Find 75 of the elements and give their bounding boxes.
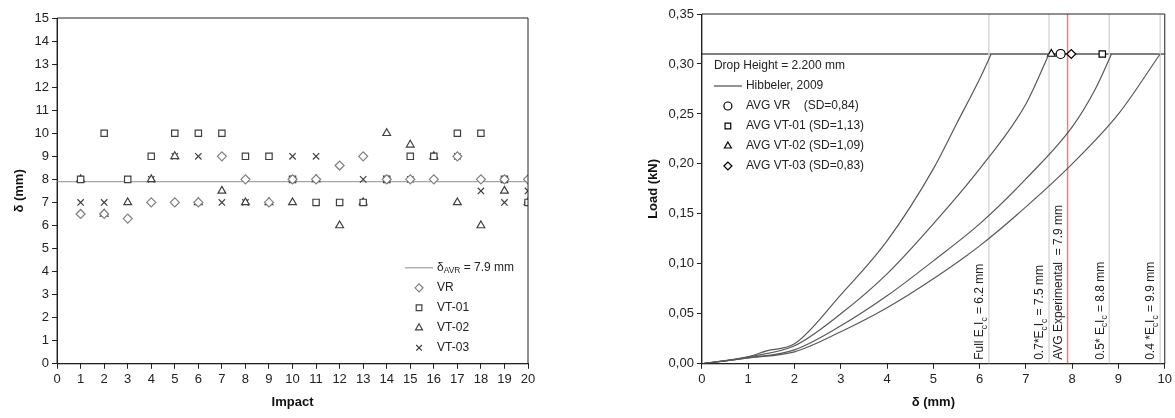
x-tick-label: 3	[124, 371, 132, 387]
y-tick-label: 0,30	[668, 55, 694, 71]
y-tick-label: 0,15	[668, 205, 694, 221]
y-tick-label: 0,20	[668, 155, 694, 171]
y-tick-label: 1	[41, 332, 50, 348]
x-tick-label: 17	[450, 371, 465, 387]
ref-line-label: 0.4 *EcIc = 9.9 mm	[1143, 261, 1161, 360]
x-tick-label: 3	[837, 371, 845, 387]
y-tick-label: 4	[41, 263, 50, 279]
y-tick-label: 5	[41, 240, 50, 256]
x-tick-label: 4	[883, 371, 891, 387]
y-tick-label: 0,05	[668, 305, 694, 321]
ref-line-label: 0.5* EcIc = 8.8 mm	[1092, 261, 1110, 360]
y-axis-title: Load (kN)	[645, 158, 661, 219]
x-tick-label: 1	[744, 371, 752, 387]
legend-label: AVG VR (SD=0,84)	[745, 98, 859, 113]
x-tick-label: 5	[929, 371, 937, 387]
ref-line-label: 0.7*EcIc = 7.5 mm	[1032, 265, 1050, 360]
y-tick-label: 0,35	[668, 5, 694, 21]
legend-label: Hibbeler, 2009	[745, 78, 824, 93]
x-tick-label: 16	[426, 371, 442, 387]
ref-line-label: Full EcIc = 6.2 mm	[972, 263, 990, 360]
y-tick-label: 14	[34, 32, 50, 48]
x-tick-label: 10	[285, 371, 300, 387]
x-tick-label: 0	[53, 371, 61, 387]
x-axis-title: Impact	[271, 393, 315, 409]
x-tick-label: 8	[1068, 371, 1076, 387]
y-tick-label: 0,10	[668, 255, 694, 271]
x-tick-label: 6	[976, 371, 984, 387]
legend-title: Drop Height = 2.200 mm	[713, 58, 845, 73]
x-tick-label: 18	[473, 371, 489, 387]
x-axis-title: δ (mm)	[911, 393, 955, 409]
legend-label: AVG VT-03 (SD=0,83)	[745, 158, 865, 173]
ref-line-label: AVG Experimental = 7.9 mm	[1050, 204, 1065, 360]
y-tick-label: 11	[35, 101, 50, 117]
legend-label: AVG VT-01 (SD=1,13)	[745, 118, 865, 133]
legend-label: AVG VT-02 (SD=1,09)	[745, 138, 865, 153]
legend-label: VR	[437, 280, 455, 295]
x-tick-label: 13	[355, 371, 371, 387]
x-tick-label: 12	[332, 371, 347, 387]
x-tick-label: 15	[403, 371, 418, 387]
x-tick-label: 9	[265, 371, 273, 387]
y-tick-label: 0,25	[668, 105, 694, 121]
x-tick-label: 9	[1114, 371, 1123, 387]
x-tick-label: 6	[194, 371, 202, 387]
y-tick-label: 15	[34, 9, 50, 25]
x-tick-label: 19	[497, 371, 512, 387]
legend-label: VT-02	[437, 320, 470, 335]
x-tick-label: 2	[100, 371, 108, 387]
legend-label: VT-01	[437, 300, 470, 315]
x-tick-label: 20	[520, 371, 536, 387]
x-tick-label: 0	[698, 371, 706, 387]
x-tick-label: 5	[171, 371, 179, 387]
x-tick-label: 7	[1022, 371, 1030, 387]
y-tick-label: 8	[41, 170, 50, 186]
y-tick-label: 3	[41, 286, 50, 302]
legend-label: VT-03	[437, 340, 470, 355]
x-tick-label: 7	[218, 371, 226, 387]
y-tick-label: 12	[34, 78, 50, 94]
y-tick-label: 13	[34, 55, 50, 71]
y-tick-label: 7	[41, 194, 50, 209]
y-tick-label: 0,00	[668, 355, 694, 371]
x-tick-label: 2	[790, 371, 799, 387]
y-tick-label: 0	[41, 355, 50, 371]
x-tick-label: 11	[309, 371, 323, 387]
x-tick-label: 14	[379, 371, 394, 387]
x-tick-label: 8	[241, 371, 250, 387]
y-tick-label: 10	[34, 124, 50, 140]
x-tick-label: 4	[147, 371, 155, 387]
y-axis-title: δ (mm)	[11, 169, 27, 213]
x-tick-label: 1	[76, 371, 85, 387]
x-tick-label: 10	[1157, 371, 1172, 387]
y-tick-label: 2	[41, 309, 50, 325]
y-tick-label: 9	[41, 147, 50, 163]
y-tick-label: 6	[41, 217, 50, 233]
